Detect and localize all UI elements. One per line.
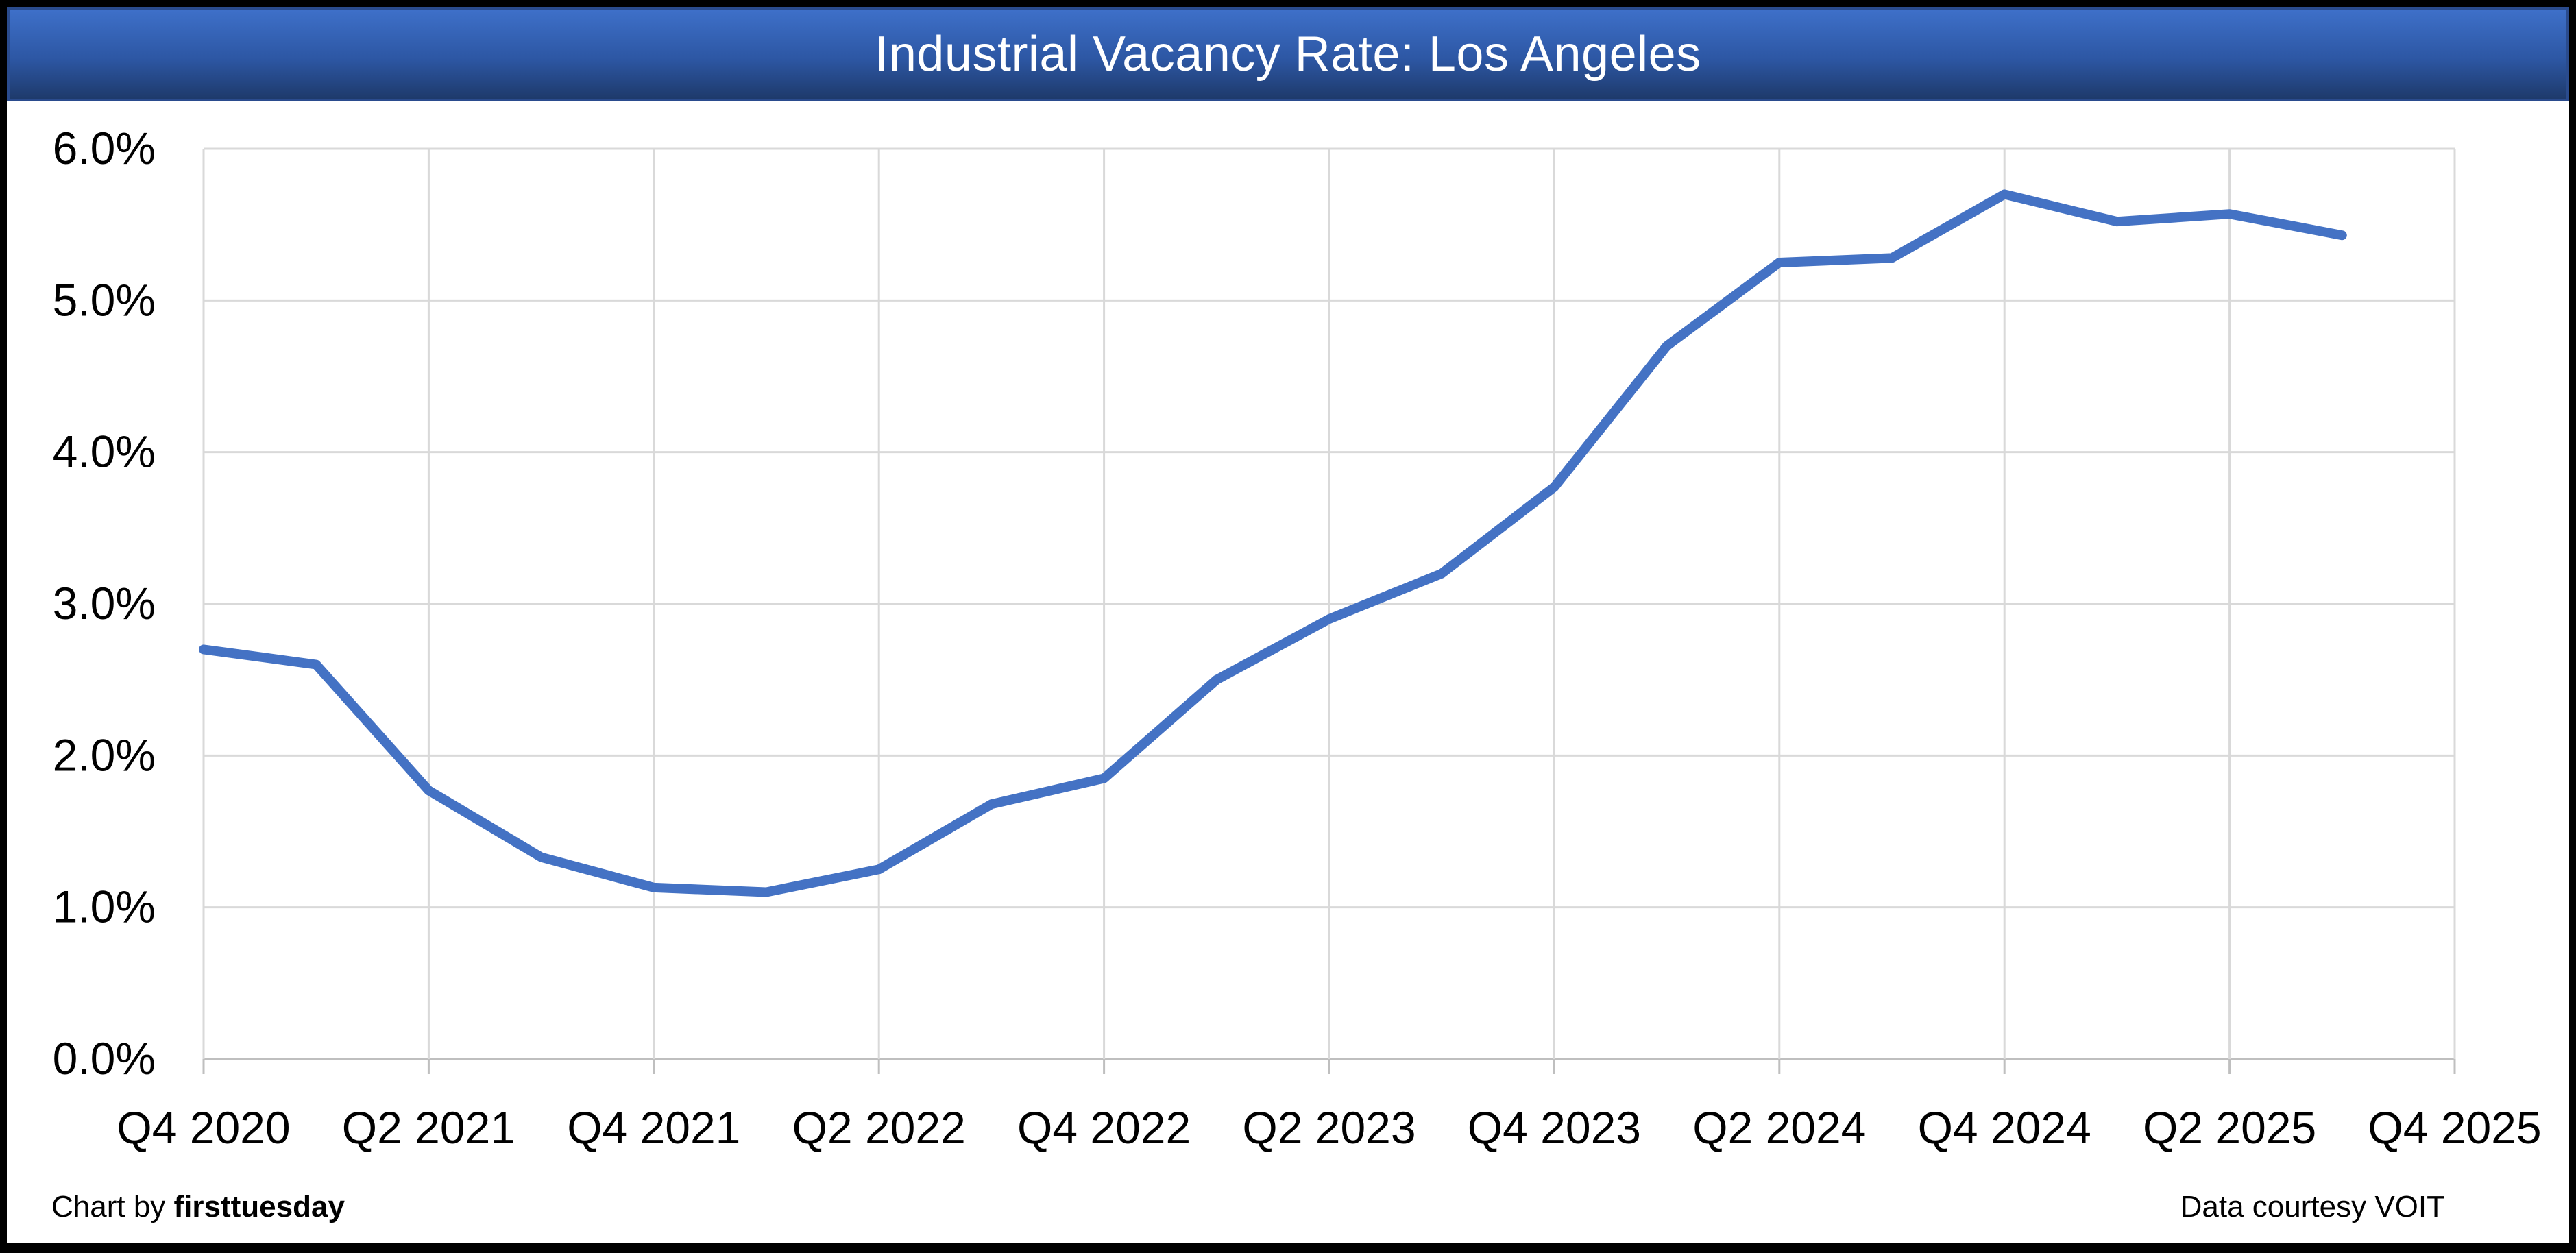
y-axis-label: 5.0% <box>53 274 156 325</box>
y-axis-label: 6.0% <box>53 123 156 173</box>
credit-left: Chart by firsttuesday <box>51 1190 345 1224</box>
x-axis-label: Q2 2023 <box>1242 1102 1415 1153</box>
x-axis-label: Q2 2022 <box>792 1102 966 1153</box>
x-axis-label: Q4 2024 <box>1918 1102 2091 1153</box>
x-axis-label: Q4 2025 <box>2368 1102 2541 1153</box>
x-axis-label: Q4 2022 <box>1017 1102 1191 1153</box>
y-axis-label: 3.0% <box>53 578 156 629</box>
y-axis-label: 2.0% <box>53 729 156 780</box>
y-axis-label: 4.0% <box>53 426 156 477</box>
y-axis-label: 0.0% <box>53 1033 156 1084</box>
chart-title: Industrial Vacancy Rate: Los Angeles <box>875 27 1701 82</box>
data-courtesy: Data courtesy VOIT <box>2180 1190 2445 1224</box>
y-axis-label: 1.0% <box>53 881 156 932</box>
x-axis-label: Q2 2025 <box>2143 1102 2316 1153</box>
x-axis-label: Q4 2020 <box>117 1102 290 1153</box>
x-axis-label: Q4 2023 <box>1468 1102 1641 1153</box>
x-axis-label: Q2 2021 <box>342 1102 515 1153</box>
credit-brand: firsttuesday <box>173 1190 345 1224</box>
title-banner: Industrial Vacancy Rate: Los Angeles <box>7 7 2569 101</box>
x-axis-label: Q2 2024 <box>1692 1102 1866 1153</box>
vacancy-rate-line <box>199 189 2347 897</box>
credit-prefix: Chart by <box>51 1190 174 1224</box>
x-axis-label: Q4 2021 <box>567 1102 740 1153</box>
